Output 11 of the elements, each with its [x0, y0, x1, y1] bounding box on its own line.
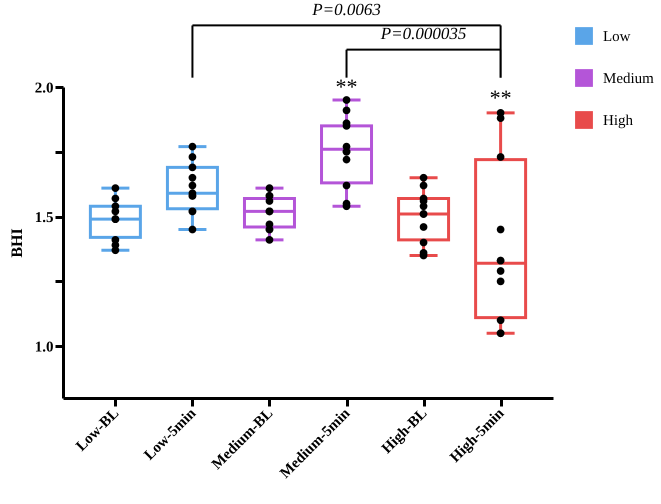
y-axis-title: BHI	[8, 228, 26, 258]
annotation: **	[490, 84, 512, 110]
legend-label: Low	[603, 29, 631, 45]
legend-label: High	[603, 113, 634, 129]
y-tick-label: 1.0	[34, 340, 54, 356]
y-tick-label: 2.0	[34, 80, 54, 96]
text: P=0.0063	[311, 0, 381, 19]
annotation: **	[336, 74, 358, 99]
text: P=0.000035	[380, 24, 466, 44]
legend-label: Medium	[603, 71, 654, 87]
y-tick-label: 1.5	[34, 210, 54, 226]
